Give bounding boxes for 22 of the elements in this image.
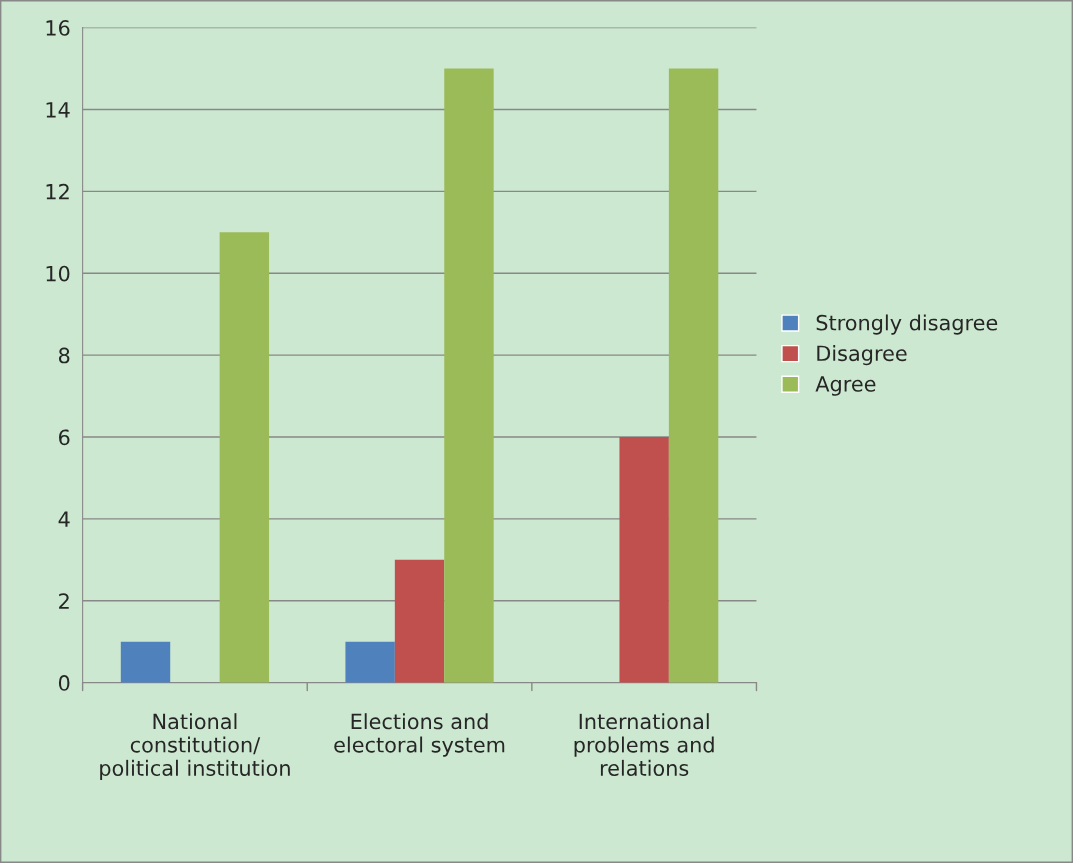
y-tick-label: 6 xyxy=(59,429,70,446)
y-tick-label: 4 xyxy=(58,511,70,527)
y-tick-label: 14 xyxy=(46,102,70,118)
bar xyxy=(444,68,494,683)
y-tick-label: 12 xyxy=(46,183,69,200)
bar xyxy=(394,559,445,683)
y-tick-label: 0 xyxy=(58,675,70,691)
y-tick-label: 2 xyxy=(59,593,69,609)
legend-label: Strongly disagree xyxy=(816,314,998,335)
x-tick-label: International problems and relations xyxy=(574,713,714,776)
bar xyxy=(619,437,669,683)
bar xyxy=(120,641,171,683)
bar xyxy=(219,232,270,683)
y-tick-label: 10 xyxy=(46,265,70,282)
y-tick-label: 8 xyxy=(58,347,70,364)
bar xyxy=(345,641,395,683)
bar xyxy=(668,68,719,683)
y-tick-label: 16 xyxy=(46,20,70,36)
x-tick-label: Elections and electoral system xyxy=(334,713,505,757)
legend-label: Agree xyxy=(815,376,876,396)
legend-label: Disagree xyxy=(817,345,907,366)
x-tick-label: National constitution/ political institution xyxy=(100,713,290,781)
